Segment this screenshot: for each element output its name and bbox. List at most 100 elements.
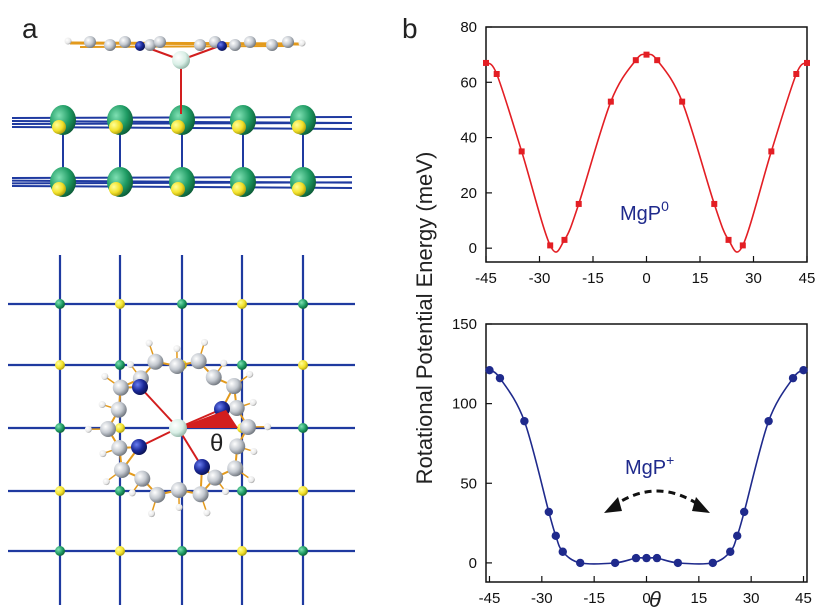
hydrogen-atom <box>148 510 156 518</box>
data-point <box>739 507 749 517</box>
lattice-atom-green <box>55 423 65 433</box>
carbon-atom <box>282 36 294 48</box>
lattice-atom-green <box>298 546 308 556</box>
hydrogen-atom <box>173 345 181 353</box>
carbon-atom <box>190 353 207 370</box>
carbon-atom <box>207 469 224 486</box>
carbon-atom <box>100 420 117 437</box>
x-tick-label: -45 <box>475 270 497 287</box>
carbon-atom <box>170 481 187 498</box>
substrate-atom-yellow <box>292 182 306 196</box>
lattice-atom-green <box>237 360 247 370</box>
lattice-atom-green <box>298 423 308 433</box>
carbon-atom <box>194 39 206 51</box>
data-point <box>642 553 651 563</box>
carbon-atom <box>111 439 128 456</box>
lattice-atom-green <box>177 546 187 556</box>
lattice-atom-yellow <box>115 299 125 309</box>
data-point <box>547 242 554 249</box>
data-point <box>804 59 810 66</box>
annotation-neutral-text: MgP <box>620 203 661 225</box>
y-tick-label: 0 <box>469 555 477 572</box>
lattice-atom-green <box>55 546 65 556</box>
x-tick-label: 30 <box>743 590 760 607</box>
data-point <box>788 373 798 383</box>
lattice-atom-yellow <box>298 360 308 370</box>
hydrogen-atom <box>250 447 258 455</box>
hydrogen-atom <box>220 359 228 367</box>
hydrogen-atom <box>200 338 208 346</box>
substrate-atom-yellow <box>232 120 246 134</box>
data-point <box>673 558 683 568</box>
top-view-illustration <box>8 255 355 605</box>
nitrogen-atom <box>132 379 148 395</box>
carbon-atom <box>169 358 186 375</box>
data-point <box>575 200 582 207</box>
hydrogen-atom <box>98 401 106 409</box>
data-point <box>643 51 650 58</box>
lattice-atom-green <box>55 299 65 309</box>
data-point <box>576 558 585 568</box>
data-point <box>793 71 800 77</box>
hydrogen-atom <box>203 509 211 517</box>
carbon-atom <box>144 39 156 51</box>
x-tick-label: 0 <box>642 270 650 287</box>
carbon-atom <box>226 378 243 395</box>
annotation-cation-text: MgP <box>625 457 666 479</box>
carbon-atom <box>239 419 256 436</box>
carbon-atom <box>244 36 256 48</box>
data-point <box>739 242 746 249</box>
substrate-atom-yellow <box>292 120 306 134</box>
carbon-atom <box>113 461 130 478</box>
lattice-atom-yellow <box>55 360 65 370</box>
hydrogen-atom <box>298 39 306 47</box>
side-view-illustration <box>11 36 353 197</box>
data-point <box>799 365 808 375</box>
hydrogen-atom <box>128 489 136 497</box>
carbon-atom <box>228 400 245 417</box>
mg-n-bond <box>139 386 179 429</box>
annotation-neutral: MgP0 <box>620 198 669 225</box>
x-tick-label: 0 <box>642 590 650 607</box>
x-tick-label: 45 <box>795 590 812 607</box>
lattice-atom-yellow <box>237 546 247 556</box>
y-tick-label: 100 <box>452 396 477 413</box>
data-point <box>725 236 732 243</box>
substrate-atom-yellow <box>109 120 123 134</box>
nitrogen-atom <box>131 439 147 455</box>
substrate-atom-yellow <box>171 120 185 134</box>
y-tick-label: 150 <box>452 316 477 333</box>
y-tick-label: 0 <box>469 240 477 257</box>
hydrogen-atom <box>247 476 255 484</box>
carbon-atom <box>110 401 127 418</box>
magnesium-atom <box>172 51 190 69</box>
data-point <box>726 547 735 556</box>
carbon-atom <box>229 39 241 51</box>
magnesium-atom <box>169 419 187 437</box>
carbon-atom <box>266 39 278 51</box>
lattice-atom-yellow <box>55 486 65 496</box>
data-point <box>679 98 686 105</box>
y-tick-label: 80 <box>460 19 477 36</box>
data-point <box>561 236 568 243</box>
lattice-atom-green <box>115 486 125 496</box>
hydrogen-atom <box>99 450 107 458</box>
lattice-atom-yellow <box>237 299 247 309</box>
data-point <box>558 547 567 556</box>
hydrogen-atom <box>249 398 257 406</box>
chart-cation: -45 -30 -15 0 15 30 45 0 50 100 150 <box>452 316 812 607</box>
lattice-atom-green <box>115 360 125 370</box>
hydrogen-atom <box>101 372 109 380</box>
data-point <box>495 373 505 383</box>
hydrogen-atom <box>175 503 183 511</box>
substrate-atom-yellow <box>52 182 66 196</box>
x-tick-label: -30 <box>529 270 551 287</box>
annotation-neutral-sup: 0 <box>661 198 669 214</box>
carbon-atom <box>147 353 164 370</box>
annotation-cation: MgP+ <box>625 452 674 479</box>
hydrogen-atom <box>246 370 254 378</box>
annotation-cation-sup: + <box>666 452 674 468</box>
substrate-atom-yellow <box>52 120 66 134</box>
data-point <box>733 531 742 541</box>
